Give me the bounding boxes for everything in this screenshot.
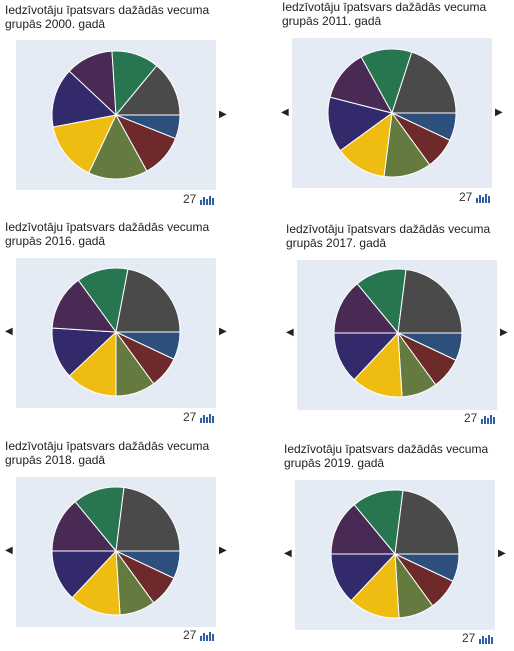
- chart-title-line2: grupās 2000. gadā: [5, 17, 106, 31]
- prev-arrow[interactable]: ◀: [284, 548, 292, 559]
- count-value: 27: [183, 628, 197, 642]
- chart-title: Iedzīvotāju īpatsvars dažādās vecuma gru…: [284, 442, 512, 470]
- next-arrow[interactable]: ▶: [495, 107, 503, 118]
- pie-slice[interactable]: [327, 96, 394, 152]
- chart-title-line1: Iedzīvotāju īpatsvars dažādās vecuma: [5, 220, 210, 234]
- result-count[interactable]: 27: [464, 411, 496, 425]
- pie-slice[interactable]: [330, 503, 397, 555]
- chart-title-line2: grupās 2018. gadā: [5, 453, 106, 467]
- result-count[interactable]: 27: [459, 190, 491, 204]
- bar-chart-icon: [199, 411, 215, 423]
- result-count[interactable]: 27: [183, 410, 215, 424]
- next-arrow[interactable]: ▶: [498, 548, 506, 559]
- pie-slice[interactable]: [51, 500, 118, 552]
- result-count[interactable]: 27: [462, 631, 494, 645]
- chart-title: Iedzīvotāju īpatsvars dažādās vecuma gru…: [5, 220, 245, 248]
- next-arrow[interactable]: ▶: [219, 326, 227, 337]
- pie-slice[interactable]: [114, 64, 181, 116]
- chart-title: Iedzīvotāju īpatsvars dažādās vecuma gru…: [5, 3, 245, 31]
- result-count[interactable]: 27: [183, 628, 215, 642]
- count-value: 27: [464, 411, 478, 425]
- pie-slice[interactable]: [52, 114, 117, 174]
- next-arrow[interactable]: ▶: [500, 327, 508, 338]
- bar-chart-icon: [478, 632, 494, 644]
- chart-title-line1: Iedzīvotāju īpatsvars dažādās vecuma: [282, 0, 487, 14]
- chart-title-line1: Iedzīvotāju īpatsvars dažādās vecuma: [5, 439, 210, 453]
- pie-slice[interactable]: [397, 268, 463, 334]
- chart-title: Iedzīvotāju īpatsvars dažādās vecuma gru…: [282, 0, 512, 28]
- chart-title-line1: Iedzīvotāju īpatsvars dažādās vecuma: [284, 442, 489, 456]
- chart-title-line2: grupās 2017. gadā: [286, 236, 387, 250]
- chart-title-line2: grupās 2016. gadā: [5, 234, 106, 248]
- pie-slice[interactable]: [333, 282, 400, 334]
- count-value: 27: [459, 190, 473, 204]
- pie-slice[interactable]: [51, 279, 118, 333]
- chart-title: Iedzīvotāju īpatsvars dažādās vecuma gru…: [286, 222, 512, 250]
- chart-title: Iedzīvotāju īpatsvars dažādās vecuma gru…: [5, 439, 245, 467]
- bar-chart-icon: [199, 193, 215, 205]
- pie-slice[interactable]: [391, 51, 457, 114]
- prev-arrow[interactable]: ◀: [281, 107, 289, 118]
- chart-title-line2: grupās 2019. gadā: [284, 456, 385, 470]
- count-value: 27: [183, 410, 197, 424]
- pie-slice[interactable]: [394, 489, 460, 555]
- count-value: 27: [183, 192, 197, 206]
- prev-arrow[interactable]: ◀: [5, 326, 13, 337]
- pie-slice[interactable]: [51, 70, 118, 128]
- chart-title-line2: grupās 2011. gadā: [282, 14, 382, 28]
- pie-slice[interactable]: [88, 113, 148, 180]
- prev-arrow[interactable]: ◀: [5, 545, 13, 556]
- prev-arrow[interactable]: ◀: [286, 327, 294, 338]
- chart-title-line1: Iedzīvotāju īpatsvars dažādās vecuma: [5, 3, 210, 17]
- bar-chart-icon: [475, 191, 491, 203]
- result-count[interactable]: 27: [183, 192, 215, 206]
- next-arrow[interactable]: ▶: [219, 109, 227, 120]
- pie-slice[interactable]: [115, 268, 181, 333]
- next-arrow[interactable]: ▶: [219, 545, 227, 556]
- pie-slice[interactable]: [115, 486, 181, 552]
- bar-chart-icon: [480, 412, 496, 424]
- chart-title-line1: Iedzīvotāju īpatsvars dažādās vecuma: [286, 222, 491, 236]
- count-value: 27: [462, 631, 476, 645]
- bar-chart-icon: [199, 629, 215, 641]
